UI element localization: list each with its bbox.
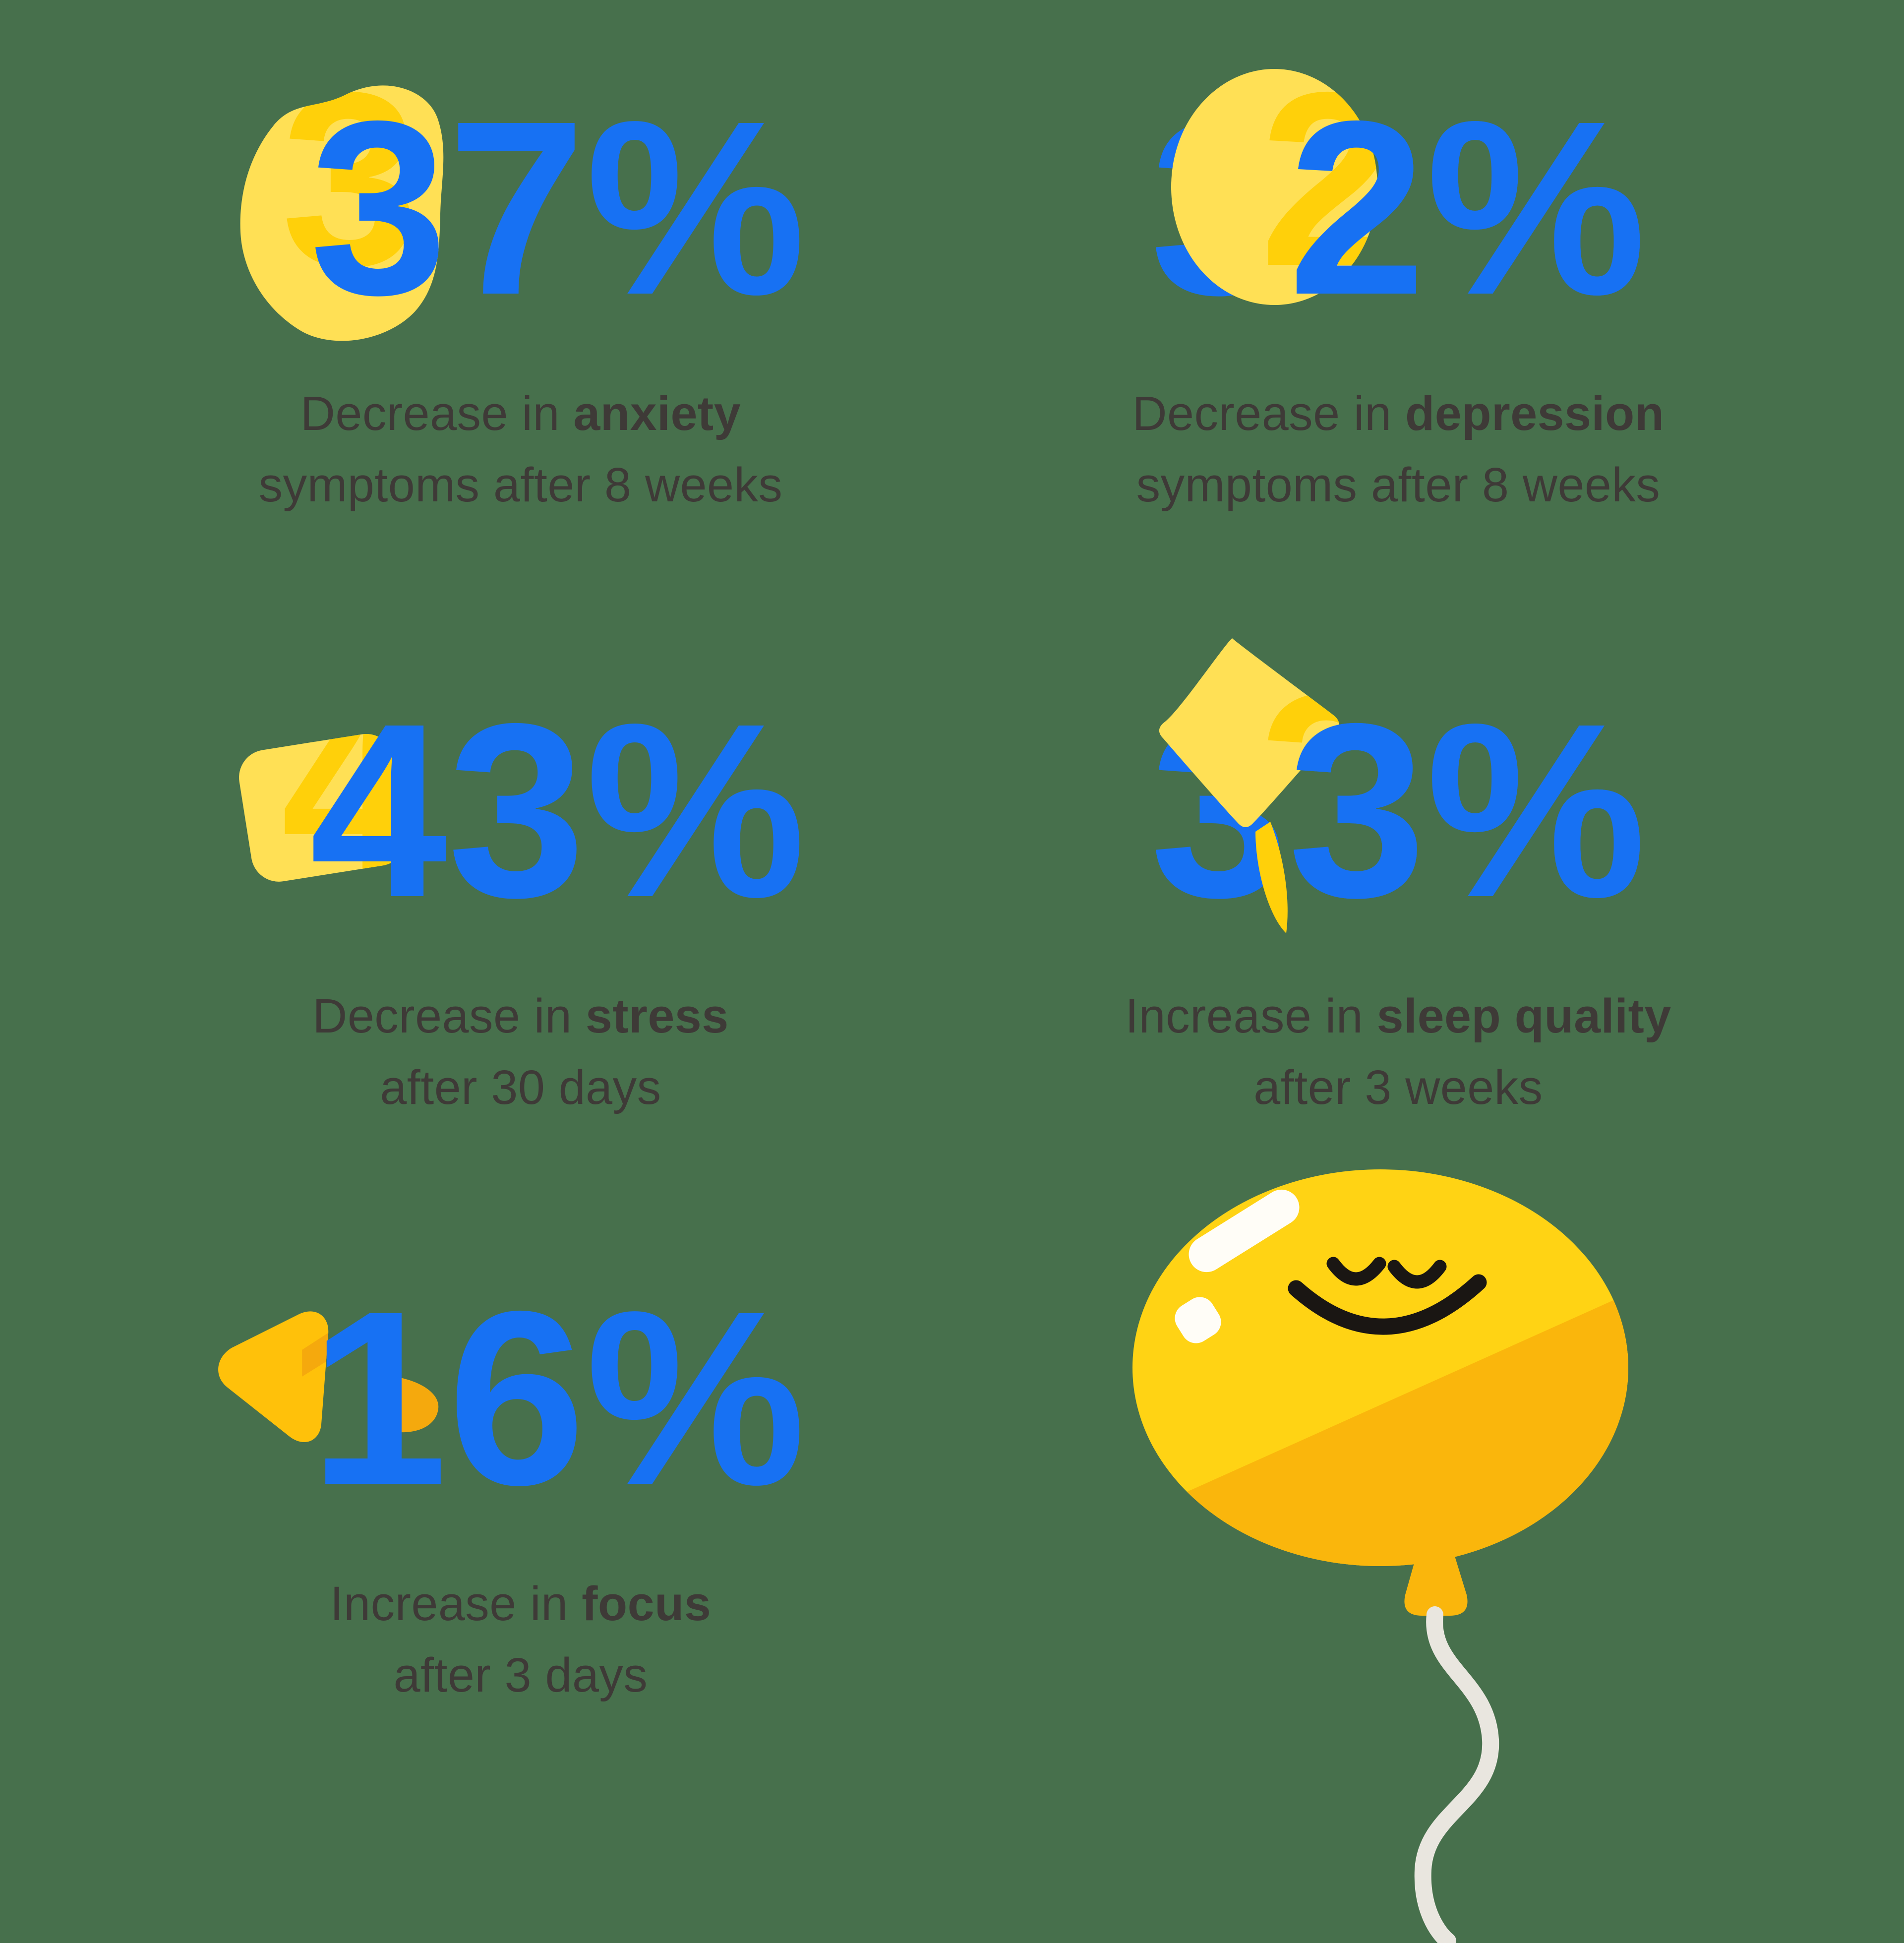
stat-stress: 4 43% Decrease in stress after 30 days <box>0 603 952 1190</box>
stat-stress-graphic: 4 43% <box>235 671 806 949</box>
nub-icon <box>399 1378 439 1433</box>
stat-depression-graphic: 32% 2 32% <box>1150 69 1646 346</box>
stat-label: Decrease in stress after 30 days <box>312 980 728 1123</box>
shadow-digit: 1 <box>285 1268 423 1545</box>
stat-value: 37% <box>310 69 806 346</box>
stat-label-line2: after 3 days <box>393 1647 648 1702</box>
stat-value: 32% <box>1150 69 1647 346</box>
stat-label-line1: Decrease in depression <box>1132 386 1665 440</box>
stat-label-line2: after 30 days <box>380 1060 661 1114</box>
balloon-illustration <box>1132 1169 1628 1943</box>
closed-eye-right-icon <box>1387 1260 1447 1289</box>
stat-label-line1: Decrease in anxiety <box>300 386 741 440</box>
stat-anxiety: 3 37% Decrease in anxiety symptoms after… <box>0 0 952 603</box>
balloon-highlight-large <box>1189 1189 1300 1273</box>
stat-value: 33% <box>1150 671 1647 949</box>
stat-focus-graphic: 1 16% <box>218 1259 806 1536</box>
leaf-stem-icon <box>1255 822 1288 933</box>
stat-sleep-graphic: 33% 3 33% <box>1150 638 1646 949</box>
stat-label-line1: Increase in sleep quality <box>1125 989 1671 1043</box>
smile-icon <box>1288 1274 1487 1335</box>
closed-eye-left-icon <box>1326 1257 1386 1286</box>
stat-label-line1: Decrease in stress <box>312 989 729 1043</box>
stat-label-line2: after 3 weeks <box>1253 1060 1543 1114</box>
stat-value: 16% <box>310 1259 806 1536</box>
stat-label-line1: Increase in focus <box>330 1577 712 1631</box>
balloon-mascot <box>952 1169 1904 1943</box>
stat-label-line2: symptoms after 8 weeks <box>1136 457 1661 512</box>
stat-sleep-quality: 33% 3 33% Increase in sleep quality afte… <box>952 603 1904 1190</box>
balloon-knot <box>1404 1556 1468 1616</box>
stat-depression: 32% 2 32% Decrease in depression symptom… <box>952 0 1904 603</box>
balloon-string <box>1414 1606 1499 1943</box>
stat-label-line2: symptoms after 8 weeks <box>258 457 783 512</box>
stat-focus: 1 16% Increase in focus after 3 days <box>0 1190 952 1939</box>
shadow-digit: 4 <box>281 644 420 921</box>
stat-label: Decrease in depression symptoms after 8 … <box>1132 378 1664 520</box>
stat-value: 43% <box>310 671 806 949</box>
shadow-digit: 3 <box>281 40 419 317</box>
stat-label: Decrease in anxiety symptoms after 8 wee… <box>259 378 783 520</box>
stat-anxiety-graphic: 3 37% <box>240 69 806 346</box>
balloon-highlight-small <box>1175 1297 1221 1343</box>
stat-label: Increase in focus after 3 days <box>330 1568 712 1710</box>
stat-label: Increase in sleep quality after 3 weeks <box>1125 980 1671 1123</box>
